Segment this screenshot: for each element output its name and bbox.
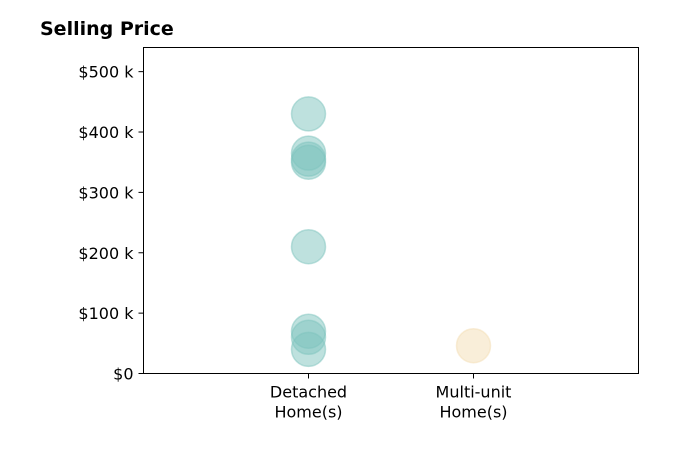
data-point [455, 327, 492, 364]
y-tick-label: $0 [113, 365, 133, 384]
chart-title: Selling Price [40, 18, 174, 40]
y-tick-label: $400 k [78, 123, 134, 142]
data-point [290, 228, 327, 265]
x-axis: Detached Home(s)Multi-unit Home(s) [270, 373, 512, 422]
y-tick-label: $100 k [78, 304, 134, 323]
x-tick-label-line: Home(s) [274, 403, 342, 422]
x-tick-label-line: Home(s) [439, 403, 507, 422]
x-tick-label: Multi-unit Home(s) [436, 383, 512, 422]
y-tick-label: $500 k [78, 63, 134, 82]
y-axis: $0 $100 k $200 k $300 k $400 k $500 k [78, 63, 144, 384]
x-tick-label: Detached Home(s) [270, 383, 347, 422]
x-tick-label-line: Multi-unit [436, 383, 512, 402]
x-tick-label-line: Detached [270, 383, 347, 402]
plot-frame [143, 47, 639, 374]
data-point [290, 96, 327, 132]
data-point [290, 144, 327, 180]
y-tick-label: $300 k [78, 183, 134, 202]
data-point [290, 331, 327, 368]
data-points [290, 96, 492, 368]
y-tick-label: $200 k [78, 244, 134, 263]
